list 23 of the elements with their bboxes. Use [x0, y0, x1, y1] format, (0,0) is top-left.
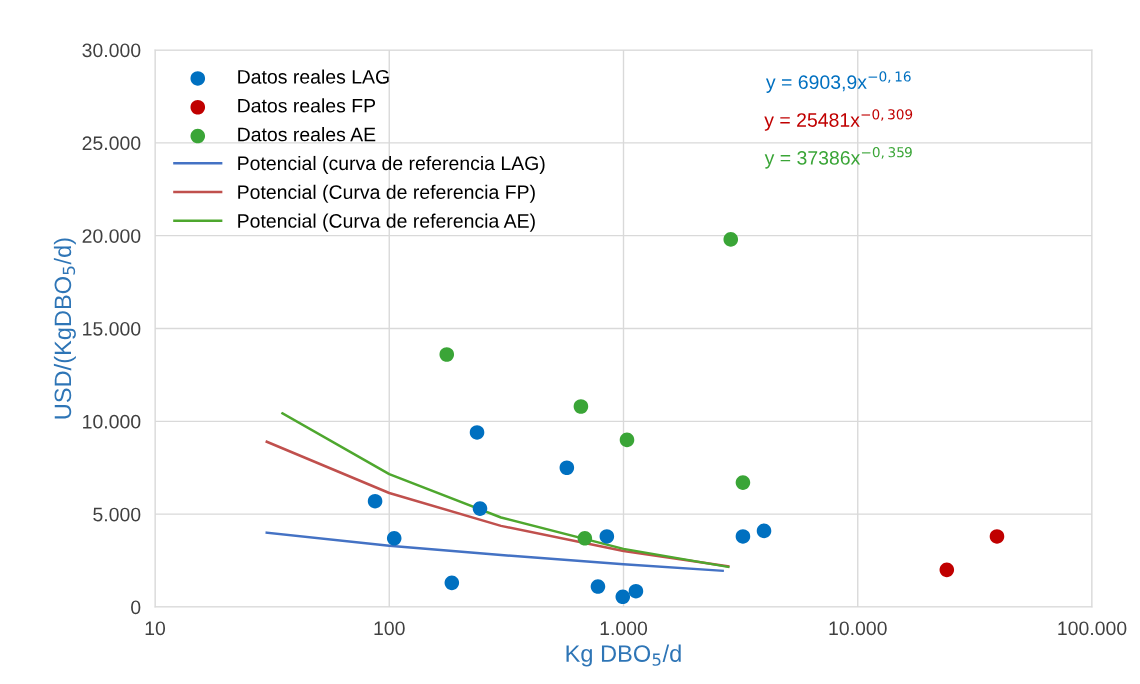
legend-label: Datos reales FP: [238, 98, 376, 113]
x-tick-label: 1.000: [600, 621, 648, 636]
legend-label: Potencial (Curva de referencia FP): [238, 184, 535, 203]
legend-label: Potencial (curva de referencia LAG): [238, 155, 545, 175]
legend-label: Potencial (Curva de referencia AE): [238, 213, 535, 232]
annotation: y = 37386x$^{−0,359}$: [764, 147, 912, 169]
x-tick-label: 100.000: [1058, 621, 1127, 636]
x-axis-title: Kg DBO$_{5}$/d: [566, 644, 681, 667]
y-tick-label: 25.000: [82, 136, 141, 151]
y-tick-label: 20.000: [82, 229, 141, 243]
y-axis-title: USD/(KgDBO$_{5}$/d): [53, 238, 76, 419]
y-tick-label: 5.000: [93, 507, 141, 522]
y-tick-label: 0: [131, 600, 141, 615]
x-tick-label: 100: [374, 621, 405, 636]
legend-label: Datos reales AE: [238, 127, 376, 142]
y-tick-label: 10.000: [83, 414, 141, 429]
y-tick-label: 30.000: [82, 43, 141, 58]
y-tick-label: 15.000: [83, 321, 141, 336]
annotation: y = 25481x$^{−0,309}$: [764, 109, 913, 131]
x-tick-label: 10: [145, 621, 166, 636]
annotation: y = 6903,9x$^{−0,16}$: [765, 71, 911, 93]
x-tick-label: 10.000: [829, 621, 887, 636]
legend-label: Datos reales LAG: [238, 69, 389, 84]
